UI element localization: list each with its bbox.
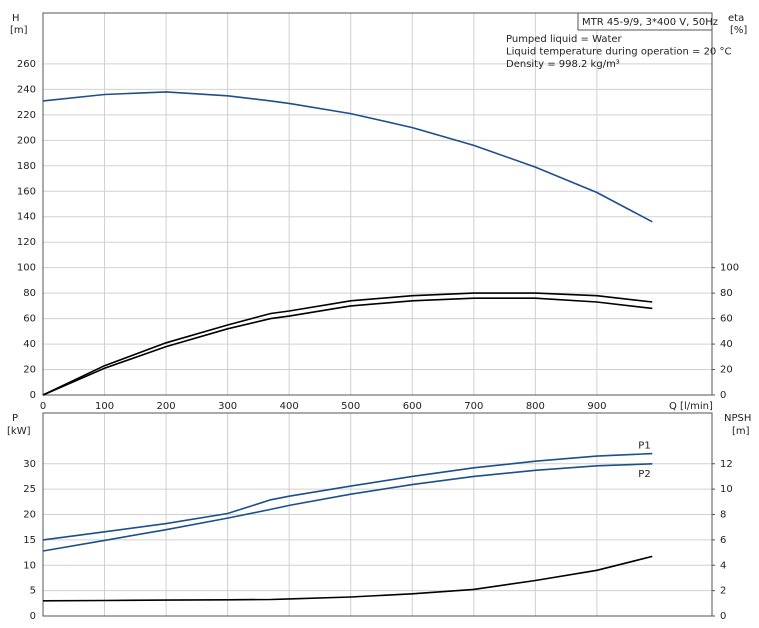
y-tick-label: 25 — [23, 484, 36, 495]
y2-tick-label: 4 — [720, 560, 726, 571]
note: Pumped liquid = Water — [506, 34, 623, 45]
curve-label: P1 — [638, 441, 650, 452]
y-unit: [kW] — [7, 426, 31, 437]
y2-unit: [m] — [732, 426, 750, 437]
curve-label: P2 — [638, 469, 650, 480]
y-tick-label: 40 — [23, 339, 36, 350]
y2-tick-label: 20 — [720, 365, 733, 376]
y2-tick-label: 0 — [720, 611, 726, 622]
y2-tick-label: 12 — [720, 459, 733, 470]
y2-tick-label: 80 — [720, 288, 733, 299]
y2-tick-label: 10 — [720, 484, 733, 495]
x-label: Q [l/min] — [669, 401, 713, 412]
y-tick-label: 30 — [23, 459, 36, 470]
x-tick-label: 800 — [526, 401, 545, 412]
y2-unit: [%] — [730, 25, 747, 36]
x-tick-label: 0 — [40, 401, 46, 412]
x-tick-label: 700 — [464, 401, 483, 412]
y2-tick-label: 2 — [720, 586, 726, 597]
y2-tick-label: 8 — [720, 510, 726, 521]
note: Liquid temperature during operation = 20… — [506, 47, 731, 58]
x-tick-label: 200 — [157, 401, 176, 412]
plot-frame — [42, 412, 713, 617]
y-tick-label: 60 — [23, 314, 36, 325]
y-tick-label: 200 — [17, 135, 36, 146]
y-tick-label: 15 — [23, 535, 36, 546]
x-tick-label: 900 — [587, 401, 606, 412]
y-tick-label: 140 — [17, 212, 36, 223]
x-tick-label: 500 — [341, 401, 360, 412]
y-tick-label: 20 — [23, 510, 36, 521]
y-tick-label: 240 — [17, 84, 36, 95]
plot-frame — [42, 12, 713, 396]
curve — [42, 452, 653, 541]
y2-label: NPSH — [724, 413, 751, 424]
y2-tick-label: 100 — [720, 263, 739, 274]
y2-tick-label: 6 — [720, 535, 726, 546]
y-tick-label: 180 — [17, 161, 36, 172]
y-tick-label: 160 — [17, 186, 36, 197]
y-tick-label: 220 — [17, 110, 36, 121]
x-tick-label: 100 — [95, 401, 114, 412]
y-tick-label: 0 — [30, 390, 36, 401]
y-tick-label: 0 — [30, 611, 36, 622]
y-tick-label: 100 — [17, 263, 36, 274]
y-tick-label: 5 — [30, 586, 36, 597]
curve — [42, 463, 653, 552]
y-tick-label: 120 — [17, 237, 36, 248]
y-tick-label: 260 — [17, 59, 36, 70]
x-tick-label: 600 — [403, 401, 422, 412]
curve — [42, 555, 653, 602]
y-tick-label: 10 — [23, 560, 36, 571]
y-label: P — [12, 413, 18, 424]
curve — [42, 91, 653, 223]
y-tick-label: 20 — [23, 365, 36, 376]
y-label: H — [12, 13, 20, 24]
note: Density = 998.2 kg/m³ — [506, 59, 620, 70]
info-box — [577, 12, 713, 31]
x-tick-label: 300 — [218, 401, 237, 412]
y-unit: [m] — [10, 25, 28, 36]
y-tick-label: 80 — [23, 288, 36, 299]
curve — [42, 297, 653, 396]
y2-tick-label: 60 — [720, 314, 733, 325]
x-tick-label: 400 — [280, 401, 299, 412]
info-box-text: MTR 45-9/9, 3*400 V, 50Hz — [582, 17, 718, 28]
y2-tick-label: 40 — [720, 339, 733, 350]
y2-label: eta — [728, 13, 744, 24]
y2-tick-label: 0 — [720, 390, 726, 401]
curve — [42, 292, 653, 396]
